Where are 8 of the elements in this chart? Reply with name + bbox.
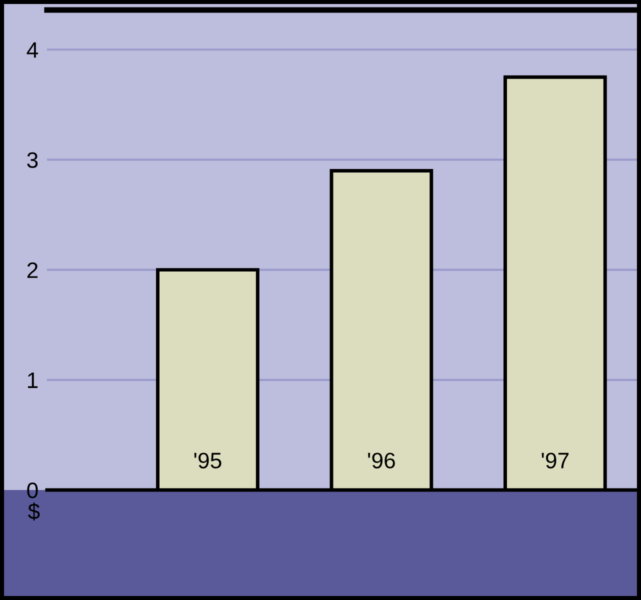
x-tick-label: '95	[194, 452, 222, 468]
y-tick-label: 1	[28, 372, 38, 388]
x-tick-label: '96	[368, 452, 395, 468]
x-tick-label: '97	[542, 452, 569, 468]
y-axis-title: $	[28, 502, 40, 521]
y-tick-label: 4	[26, 42, 38, 58]
y-tick-label: 3	[27, 152, 38, 168]
y-tick-label: 2	[27, 262, 38, 278]
